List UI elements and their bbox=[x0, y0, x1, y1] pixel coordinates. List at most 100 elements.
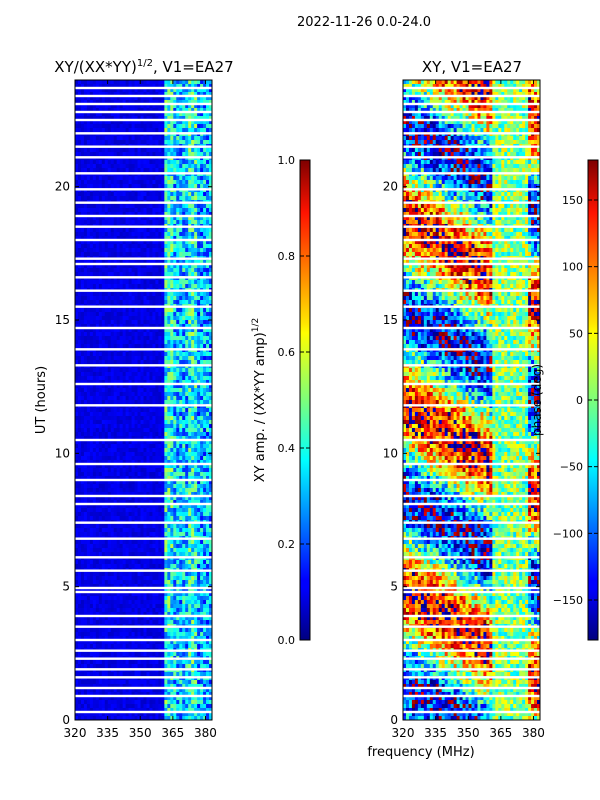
amplitude-cell bbox=[209, 440, 212, 445]
amplitude-cell bbox=[182, 436, 186, 441]
amplitude-cell bbox=[179, 300, 183, 305]
amplitude-cell bbox=[116, 244, 121, 249]
amplitude-cell bbox=[113, 136, 118, 141]
amplitude-cell bbox=[110, 240, 115, 245]
amplitude-cell bbox=[182, 380, 186, 385]
amplitude-cell bbox=[170, 408, 174, 413]
amplitude-cell bbox=[158, 184, 162, 189]
amplitude-cell bbox=[140, 104, 144, 109]
amplitude-cell bbox=[143, 148, 147, 153]
amplitude-cell bbox=[176, 192, 180, 197]
amplitude-cell bbox=[164, 420, 168, 425]
amplitude-cell bbox=[143, 484, 147, 489]
amplitude-cell bbox=[86, 260, 91, 265]
amplitude-cell bbox=[203, 220, 207, 225]
amplitude-cell bbox=[104, 344, 109, 349]
amplitude-cell bbox=[209, 332, 212, 337]
amplitude-cell bbox=[146, 180, 150, 185]
amplitude-cell bbox=[101, 140, 106, 145]
amplitude-cell bbox=[122, 456, 127, 461]
amplitude-cell bbox=[116, 216, 121, 221]
amplitude-cell bbox=[170, 484, 174, 489]
amplitude-cell bbox=[104, 232, 109, 237]
amplitude-cell bbox=[197, 408, 201, 413]
amplitude-cell bbox=[146, 308, 150, 313]
amplitude-cell bbox=[80, 216, 85, 221]
amplitude-cell bbox=[80, 136, 85, 141]
amplitude-cell bbox=[116, 436, 121, 441]
amplitude-cell bbox=[116, 408, 121, 413]
amplitude-cell bbox=[80, 512, 85, 517]
amplitude-cell bbox=[77, 472, 82, 477]
amplitude-cell bbox=[176, 384, 180, 389]
amplitude-cell bbox=[200, 192, 204, 197]
amplitude-cell bbox=[167, 116, 171, 121]
amplitude-cell bbox=[206, 476, 210, 481]
amplitude-cell bbox=[86, 112, 91, 117]
amplitude-cell bbox=[197, 312, 201, 317]
amplitude-cell bbox=[149, 264, 153, 269]
amplitude-cell bbox=[173, 416, 177, 421]
amplitude-cell bbox=[107, 272, 112, 277]
amplitude-cell bbox=[209, 356, 212, 361]
amplitude-cell bbox=[191, 136, 195, 141]
amplitude-cell bbox=[83, 416, 88, 421]
amplitude-cell bbox=[122, 328, 127, 333]
amplitude-cell bbox=[155, 176, 159, 181]
amplitude-cell bbox=[125, 468, 130, 473]
amplitude-cell bbox=[107, 448, 112, 453]
amplitude-cell bbox=[122, 508, 127, 513]
amplitude-cell bbox=[95, 80, 100, 85]
amplitude-cell bbox=[194, 324, 198, 329]
amplitude-cell bbox=[92, 452, 97, 457]
amplitude-cell bbox=[185, 488, 189, 493]
amplitude-cell bbox=[176, 252, 180, 257]
amplitude-cell bbox=[107, 456, 112, 461]
amplitude-cell bbox=[113, 300, 118, 305]
amplitude-cell bbox=[161, 476, 165, 481]
amplitude-cell bbox=[131, 252, 135, 257]
amplitude-cell bbox=[194, 212, 198, 217]
amplitude-cell bbox=[194, 412, 198, 417]
amplitude-cell bbox=[185, 116, 189, 121]
amplitude-cell bbox=[167, 292, 171, 297]
amplitude-cell bbox=[77, 448, 82, 453]
amplitude-cell bbox=[200, 468, 204, 473]
amplitude-cell bbox=[104, 92, 109, 97]
amplitude-cell bbox=[110, 204, 115, 209]
amplitude-cell bbox=[182, 316, 186, 321]
amplitude-cell bbox=[161, 352, 165, 357]
amplitude-cell bbox=[146, 232, 150, 237]
amplitude-cell bbox=[146, 352, 150, 357]
amplitude-cell bbox=[167, 472, 171, 477]
amplitude-cell bbox=[158, 436, 162, 441]
amplitude-cell bbox=[125, 136, 130, 141]
amplitude-cell bbox=[77, 96, 82, 101]
amplitude-cell bbox=[113, 412, 118, 417]
amplitude-cell bbox=[188, 280, 192, 285]
amplitude-cell bbox=[104, 484, 109, 489]
amplitude-cell bbox=[107, 124, 112, 129]
amplitude-cell bbox=[77, 368, 82, 373]
amplitude-cell bbox=[107, 268, 112, 273]
amplitude-cell bbox=[75, 228, 79, 233]
amplitude-cell bbox=[98, 464, 103, 469]
amplitude-cell bbox=[77, 332, 82, 337]
amplitude-cell bbox=[77, 176, 82, 181]
amplitude-cell bbox=[104, 508, 109, 513]
amplitude-cell bbox=[185, 424, 189, 429]
amplitude-cell bbox=[107, 356, 112, 361]
amplitude-cell bbox=[83, 124, 88, 129]
amplitude-cell bbox=[83, 432, 88, 437]
amplitude-cell bbox=[206, 248, 210, 253]
amplitude-cell bbox=[116, 108, 121, 113]
amplitude-cell bbox=[75, 472, 79, 477]
amplitude-cell bbox=[158, 92, 162, 97]
amplitude-cell bbox=[83, 108, 88, 113]
amplitude-cell bbox=[110, 440, 115, 445]
amplitude-cell bbox=[134, 380, 138, 385]
amplitude-cell bbox=[110, 352, 115, 357]
amplitude-cell bbox=[77, 356, 82, 361]
amplitude-cell bbox=[75, 436, 79, 441]
amplitude-cell bbox=[173, 268, 177, 273]
